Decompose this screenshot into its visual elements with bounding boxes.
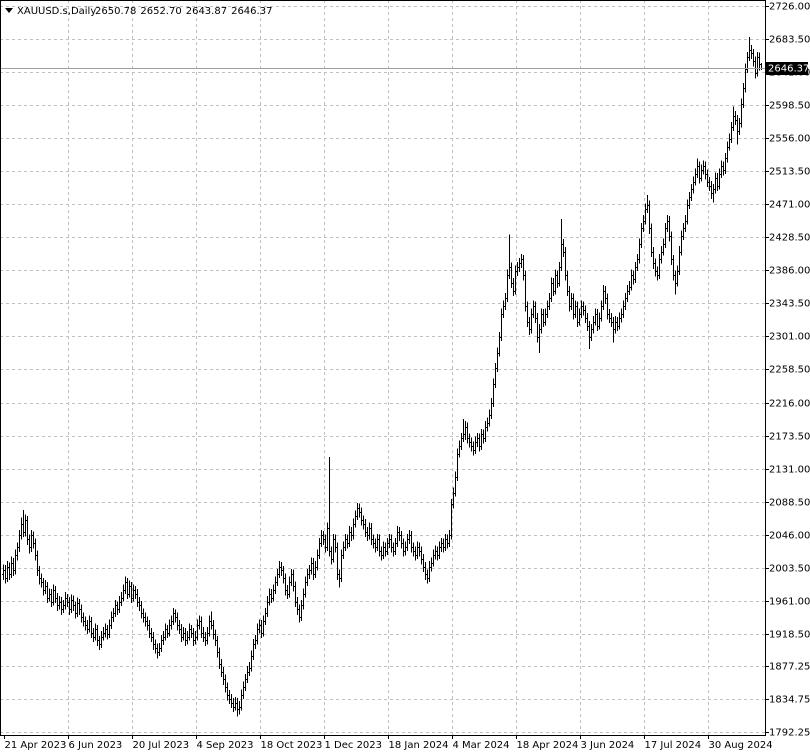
y-tick-label: 2046.00 (769, 531, 810, 542)
y-tick-label: 2598.50 (769, 101, 810, 112)
y-tick-label: 2131.00 (769, 465, 810, 476)
menu-triangle[interactable] (5, 8, 13, 13)
x-tick-label: 18 Jan 2024 (389, 740, 449, 751)
y-tick-label: 1834.75 (769, 695, 810, 706)
y-tick-label: 2513.50 (769, 167, 810, 178)
quote: 2650.78 2652.70 2643.87 2646.37 (95, 6, 272, 17)
plot-border (0, 0, 766, 736)
y-tick-label: 1792.25 (769, 728, 810, 739)
quote-value: 2643.87 (186, 6, 227, 17)
y-tick-label: 2258.50 (769, 365, 810, 376)
y-tick-label: 2173.50 (769, 432, 810, 443)
chart-title: XAUUSD.s,Daily (17, 6, 96, 17)
x-tick-label: 21 Apr 2023 (5, 740, 67, 751)
x-tick-label: 18 Apr 2024 (517, 740, 579, 751)
y-tick-label: 2683.50 (769, 35, 810, 46)
y-tick-label: 2556.00 (769, 134, 810, 145)
y-tick-label: 1961.00 (769, 597, 810, 608)
x-tick-label: 20 Jul 2023 (133, 740, 190, 751)
quote-value: 2646.37 (231, 6, 272, 17)
x-tick-label: 1 Dec 2023 (325, 740, 383, 751)
x-tick-label: 6 Jun 2023 (69, 740, 123, 751)
x-tick-label: 4 Sep 2023 (197, 740, 254, 751)
grid (0, 0, 765, 735)
x-tick-label: 4 Mar 2024 (453, 740, 510, 751)
bars (2, 37, 763, 717)
y-tick-label: 2726.00 (769, 2, 810, 13)
x-tick-label: 30 Aug 2024 (709, 740, 773, 751)
y-tick-label: 1877.25 (769, 662, 810, 673)
y-tick-label: 2471.00 (769, 200, 810, 211)
price-label: 2646.37 (768, 64, 809, 75)
y-tick-label: 2386.00 (769, 266, 810, 277)
y-tick-label: 2216.00 (769, 399, 810, 410)
y-tick-label: 2343.50 (769, 299, 810, 310)
quote-value: 2650.78 (95, 6, 136, 17)
price-label-box (766, 62, 808, 75)
y-tick-label: 2428.50 (769, 233, 810, 244)
x-tick-label: 3 Jun 2024 (581, 740, 635, 751)
y-tick-label: 2088.50 (769, 498, 810, 509)
quote-value: 2652.70 (140, 6, 181, 17)
y-tick-label: 1918.50 (769, 630, 810, 641)
y-tick-label: 2003.50 (769, 564, 810, 575)
x-tick-label: 18 Oct 2023 (261, 740, 323, 751)
x-tick-label: 17 Jul 2024 (645, 740, 702, 751)
y-tick-label: 2301.00 (769, 332, 810, 343)
